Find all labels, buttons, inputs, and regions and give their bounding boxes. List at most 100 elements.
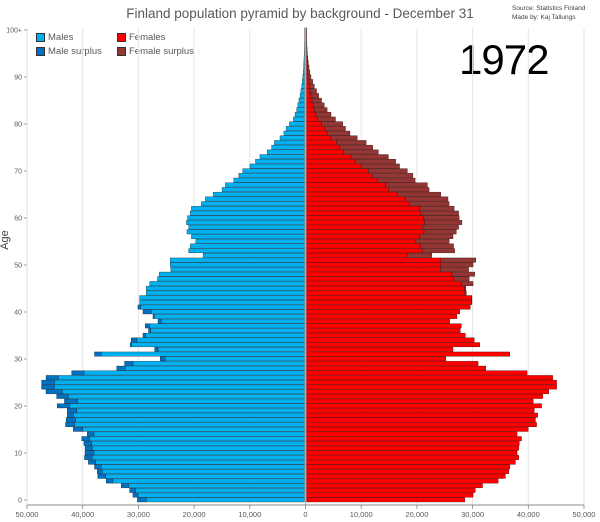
female-surplus-bar xyxy=(307,65,310,70)
y-tick-label: 70 xyxy=(14,169,22,176)
female-bar xyxy=(306,450,518,456)
female-bar xyxy=(306,361,479,366)
male-bar xyxy=(259,154,305,160)
male-surplus-bar xyxy=(154,347,159,352)
male-bar xyxy=(188,224,305,230)
male-bar xyxy=(137,492,305,498)
female-bar xyxy=(306,403,542,409)
female-surplus-bar xyxy=(385,182,428,188)
female-bar xyxy=(306,79,309,84)
female-bar xyxy=(306,285,465,291)
male-bar xyxy=(221,187,305,192)
y-axis-label: Age xyxy=(0,230,11,250)
male-bar xyxy=(54,384,305,390)
male-bar xyxy=(297,102,305,108)
male-bar xyxy=(187,215,305,221)
legend-label-male-surplus: Male surplus xyxy=(48,46,102,57)
male-bar xyxy=(54,379,305,385)
male-surplus-bar xyxy=(65,422,75,427)
male-bar xyxy=(300,88,305,94)
female-bar xyxy=(306,394,543,399)
male-bar xyxy=(238,173,305,178)
male-bar xyxy=(157,347,305,352)
female-surplus-bar xyxy=(420,210,459,216)
female-bar xyxy=(306,398,534,404)
x-tick-label: 30,000 xyxy=(127,510,150,519)
female-bar xyxy=(306,102,314,108)
female-bar xyxy=(306,74,309,80)
male-bar xyxy=(212,191,305,197)
female-surplus-bar xyxy=(330,135,358,141)
female-bar xyxy=(306,206,420,211)
year-label: 1972 xyxy=(459,36,549,83)
male-bar xyxy=(249,163,305,169)
female-bar xyxy=(306,455,519,460)
male-surplus-bar xyxy=(131,337,138,343)
male-bar xyxy=(296,107,305,113)
female-bar xyxy=(306,112,317,117)
y-tick-label: 80 xyxy=(14,122,22,129)
male-bar xyxy=(190,210,305,216)
female-bar xyxy=(306,379,557,385)
female-surplus-bar xyxy=(310,93,319,98)
male-bar xyxy=(74,422,305,427)
female-bar xyxy=(306,347,454,352)
male-bar xyxy=(77,398,305,404)
female-surplus-bar xyxy=(372,173,414,178)
male-surplus-bar xyxy=(64,398,79,404)
male-surplus-bar xyxy=(88,459,96,465)
female-bar xyxy=(306,473,506,479)
female-bar xyxy=(306,234,420,239)
female-bar xyxy=(306,384,557,390)
y-tick-label: 40 xyxy=(14,310,22,317)
male-surplus-bar xyxy=(97,469,103,474)
male-surplus-bar xyxy=(94,351,102,357)
female-surplus-bar xyxy=(317,116,336,122)
male-bar xyxy=(73,412,305,418)
male-surplus-bar xyxy=(65,417,76,423)
female-bar xyxy=(306,365,487,371)
x-tick-label: 10,000 xyxy=(238,510,261,519)
female-surplus-bar xyxy=(308,79,313,84)
legend-swatch-females xyxy=(117,33,126,42)
female-surplus-bar xyxy=(439,267,469,272)
female-surplus-bar xyxy=(453,276,470,282)
female-surplus-bar xyxy=(307,69,311,75)
male-bar xyxy=(170,257,305,263)
male-bar xyxy=(131,342,305,348)
y-tick-label: 90 xyxy=(14,75,22,82)
female-surplus-bar xyxy=(461,281,474,286)
male-bar xyxy=(301,83,305,89)
female-surplus-bar xyxy=(309,83,315,89)
male-surplus-bar xyxy=(41,379,55,385)
male-bar xyxy=(146,290,305,296)
female-surplus-bar xyxy=(464,290,467,296)
female-surplus-bar xyxy=(368,168,408,174)
female-bar xyxy=(306,332,466,338)
female-bar xyxy=(306,445,519,451)
female-bar xyxy=(306,135,332,141)
male-surplus-bar xyxy=(129,342,132,348)
male-surplus-bar xyxy=(144,323,150,329)
female-surplus-bar xyxy=(414,238,450,244)
male-surplus-bar xyxy=(81,436,90,442)
female-surplus-bar xyxy=(307,74,312,80)
male-bar xyxy=(302,74,305,80)
male-bar xyxy=(92,445,305,451)
male-bar xyxy=(293,116,305,122)
female-bar xyxy=(306,154,352,160)
male-surplus-bar xyxy=(137,497,147,503)
male-bar xyxy=(186,220,305,225)
male-bar xyxy=(146,497,305,503)
female-surplus-bar xyxy=(423,229,457,235)
female-bar xyxy=(306,276,454,282)
female-bar xyxy=(306,257,441,263)
male-bar xyxy=(149,323,305,329)
male-bar xyxy=(161,318,305,324)
y-tick-label: 0 xyxy=(18,498,22,505)
female-surplus-bar xyxy=(422,224,459,230)
male-surplus-bar xyxy=(157,318,162,324)
source-note: Source: Statistics Finland Made by: Kaj … xyxy=(512,4,585,22)
male-bar xyxy=(190,243,305,249)
male-surplus-bar xyxy=(160,356,166,362)
